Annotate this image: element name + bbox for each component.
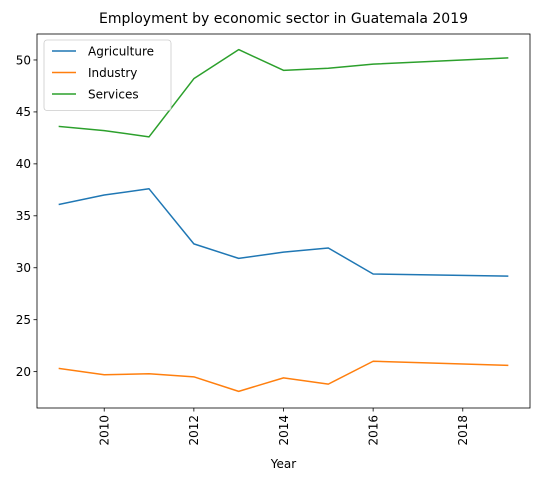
y-tick-label: 35 bbox=[16, 209, 31, 223]
y-tick-label: 40 bbox=[16, 157, 31, 171]
x-axis-label: Year bbox=[270, 457, 296, 471]
x-tick-label: 2012 bbox=[187, 415, 201, 446]
series-lines bbox=[58, 48, 509, 393]
y-tick-label: 45 bbox=[16, 105, 31, 119]
y-tick-label: 30 bbox=[16, 261, 31, 275]
series-line-industry bbox=[58, 360, 509, 393]
x-tick-label: 2018 bbox=[456, 415, 470, 446]
y-tick-label: 20 bbox=[16, 365, 31, 379]
legend-label-industry: Industry bbox=[88, 66, 137, 80]
legend-label-services: Services bbox=[88, 87, 139, 101]
chart-title: Employment by economic sector in Guatema… bbox=[99, 11, 468, 27]
plot-frame bbox=[36, 33, 531, 409]
x-tick-label: 2010 bbox=[98, 415, 112, 446]
y-tick-label: 50 bbox=[16, 53, 31, 67]
x-tick-label: 2016 bbox=[366, 415, 380, 446]
y-tick-label: 25 bbox=[16, 313, 31, 327]
x-tick-label: 2014 bbox=[277, 415, 291, 446]
legend-label-agriculture: Agriculture bbox=[88, 44, 154, 58]
axis-ticks: 20 25 30 35 40 45 50 2010 2012 2014 2016 2018 bbox=[16, 53, 470, 445]
legend-box bbox=[43, 39, 172, 111]
series-line-agriculture bbox=[58, 188, 509, 277]
series-line-services bbox=[58, 48, 509, 138]
legend: Agriculture Industry Services bbox=[43, 39, 172, 111]
